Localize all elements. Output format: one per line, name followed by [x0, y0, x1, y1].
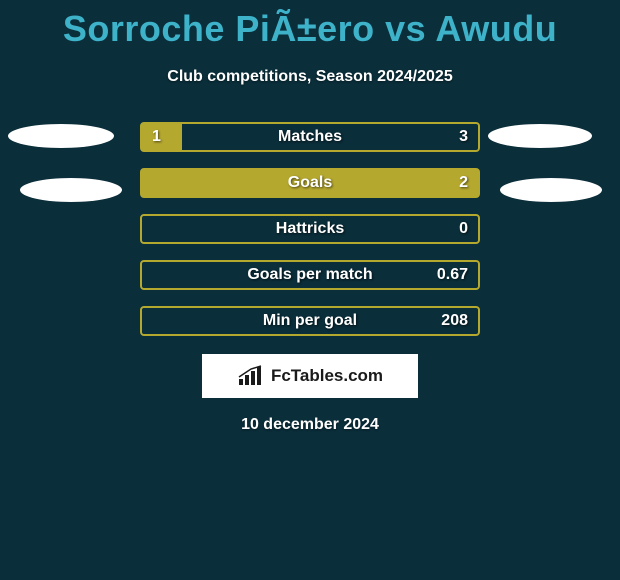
stat-value-right: 3 — [459, 128, 468, 146]
subtitle: Club competitions, Season 2024/2025 — [0, 68, 620, 86]
stat-value-right: 2 — [459, 174, 468, 192]
stats-container: Matches 1 3 Goals 2 Hattricks 0 Goals per match… — [0, 122, 620, 336]
bar-track: Goals per match 0.67 — [140, 260, 480, 290]
stat-row: Goals per match 0.67 — [0, 260, 620, 290]
date-text: 10 december 2024 — [0, 416, 620, 434]
bar-track: Min per goal 208 — [140, 306, 480, 336]
stat-row: Hattricks 0 — [0, 214, 620, 244]
stat-label: Goals — [288, 174, 332, 192]
stat-value-right: 0 — [459, 220, 468, 238]
stat-value-left: 1 — [152, 128, 161, 146]
bar-track: Matches 1 3 — [140, 122, 480, 152]
brand-icon — [237, 365, 265, 387]
stat-label: Min per goal — [263, 312, 357, 330]
stat-row: Goals 2 — [0, 168, 620, 198]
stat-value-right: 0.67 — [437, 266, 468, 284]
bar-track: Hattricks 0 — [140, 214, 480, 244]
bar-fill-left — [142, 124, 182, 150]
stat-row: Min per goal 208 — [0, 306, 620, 336]
stat-value-right: 208 — [441, 312, 468, 330]
stat-label: Goals per match — [247, 266, 372, 284]
stat-label: Matches — [278, 128, 342, 146]
stat-row: Matches 1 3 — [0, 122, 620, 152]
bar-track: Goals 2 — [140, 168, 480, 198]
brand-box: FcTables.com — [202, 354, 418, 398]
stat-label: Hattricks — [276, 220, 344, 238]
brand-text: FcTables.com — [271, 366, 383, 386]
page-title: Sorroche PiÃ±ero vs Awudu — [0, 0, 620, 50]
